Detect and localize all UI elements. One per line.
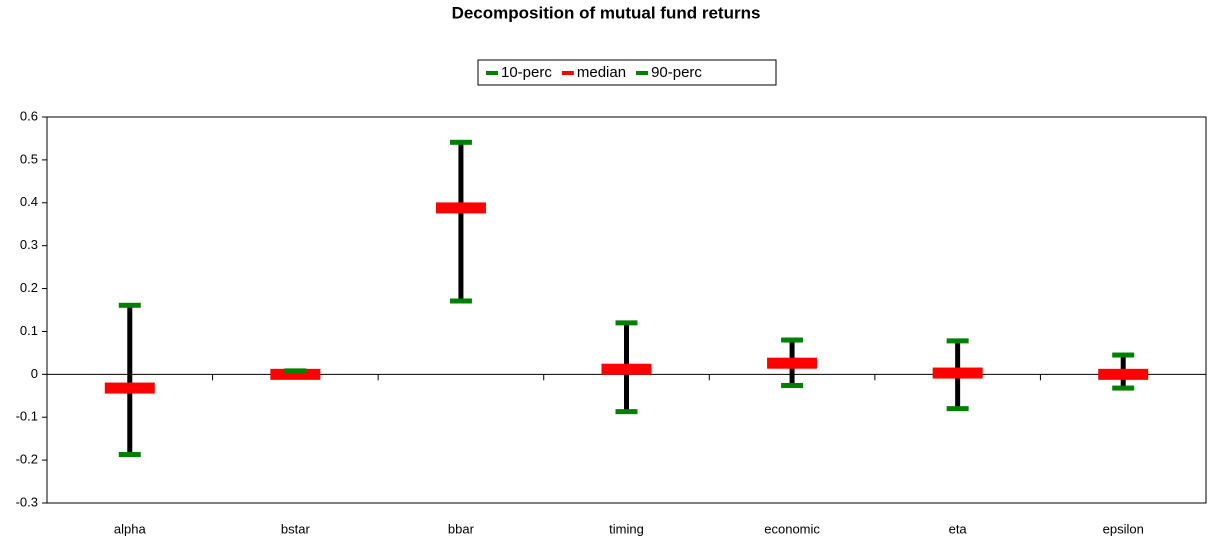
marker — [449, 139, 472, 145]
y-tick-label: 0.4 — [20, 194, 38, 209]
marker — [781, 337, 804, 343]
y-tick-label: 0.2 — [20, 280, 38, 295]
legend-box — [477, 59, 777, 86]
marker — [104, 382, 155, 394]
marker — [118, 452, 141, 458]
y-tick-label: -0.2 — [16, 452, 38, 467]
marker — [615, 320, 638, 326]
marker — [270, 368, 321, 380]
marker — [946, 406, 969, 412]
marker — [284, 368, 307, 374]
marker — [435, 202, 486, 214]
y-tick-label: 0.1 — [20, 323, 38, 338]
x-tick-label: bstar — [281, 521, 311, 536]
x-tick-label: timing — [609, 521, 644, 536]
legend-label: median — [577, 64, 626, 81]
x-tick-label: bbar — [448, 521, 475, 536]
y-tick-label: 0.5 — [20, 151, 38, 166]
x-tick-label: eta — [949, 521, 968, 536]
plot-area — [46, 116, 1207, 504]
marker — [932, 367, 983, 379]
y-tick-label: 0.3 — [20, 237, 38, 252]
legend-marker — [636, 71, 649, 75]
y-tick-label: 0 — [31, 366, 38, 381]
y-tick-label: 0.6 — [20, 108, 38, 123]
x-tick-label: economic — [764, 521, 820, 536]
y-tick-label: -0.1 — [16, 409, 38, 424]
legend-marker — [561, 71, 574, 75]
legend-marker — [486, 71, 498, 75]
y-tick-label: -0.3 — [16, 494, 38, 509]
marker — [946, 338, 969, 344]
x-tick-label: alpha — [114, 521, 147, 536]
marker — [781, 382, 804, 388]
legend-label: 90-perc — [651, 64, 702, 81]
marker — [615, 409, 638, 415]
chart-title: Decomposition of mutual fund returns — [452, 3, 761, 22]
marker — [1112, 352, 1135, 358]
marker — [449, 298, 472, 304]
legend-label: 10-perc — [501, 64, 552, 81]
marker — [767, 357, 818, 369]
marker — [601, 363, 652, 375]
marker — [1098, 368, 1149, 380]
x-tick-label: epsilon — [1103, 521, 1144, 536]
marker — [118, 302, 141, 308]
marker — [1112, 385, 1135, 391]
